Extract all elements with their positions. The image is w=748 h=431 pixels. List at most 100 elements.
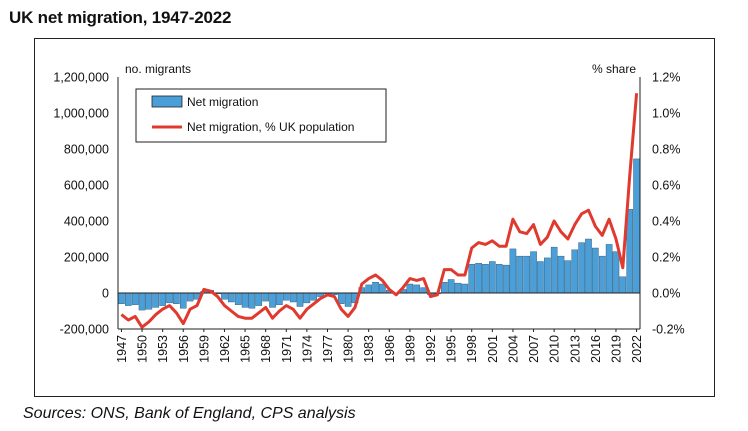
bar-1962 [221, 292, 228, 300]
bar-1998 [468, 264, 475, 294]
x-tick-label: 1977 [321, 335, 335, 363]
bar-1989 [406, 283, 414, 294]
bar-1950 [138, 292, 146, 311]
y-tick-label: -200,000 [60, 323, 109, 337]
bar-2013 [571, 249, 579, 294]
bar-series-net-migration [118, 158, 640, 311]
x-tick-label: 1950 [136, 335, 150, 363]
y-axis-left-ticks: 1,200,000 1,000,000 800,000 600,000 400,000 2… [53, 71, 109, 337]
bar-1952 [152, 292, 160, 308]
y2-tick-label: 1.0% [652, 107, 681, 121]
bar-1947 [118, 292, 125, 304]
x-tick-label: 1968 [259, 335, 273, 363]
bar-2018 [605, 244, 613, 294]
x-tick-label: 1959 [197, 335, 211, 363]
x-tick-label: 1986 [383, 335, 397, 363]
x-tick-label: 1962 [218, 335, 232, 363]
bar-1999 [475, 263, 482, 294]
x-tick-label: 1971 [280, 335, 294, 363]
bar-1990 [413, 284, 421, 294]
bar-2016 [592, 247, 599, 294]
bar-2002 [495, 264, 503, 294]
bar-2019 [612, 251, 620, 294]
x-tick-label: 1974 [300, 335, 314, 363]
bar-1996 [454, 282, 462, 294]
y-tick-label: 400,000 [64, 215, 109, 229]
bar-2004 [509, 248, 517, 294]
bar-1970 [276, 292, 283, 305]
bar-1964 [234, 292, 242, 305]
y-axis-label: no. migrants [125, 62, 191, 76]
bar-1971 [283, 292, 290, 301]
y2-tick-label: 0.8% [652, 143, 681, 157]
x-tick-label: 1956 [177, 335, 191, 363]
bar-1994 [440, 282, 448, 294]
bar-1995 [447, 279, 455, 294]
x-tick-label: 1953 [156, 335, 170, 363]
x-tick-label: 1965 [239, 335, 253, 363]
source-note: Sources: ONS, Bank of England, CPS analy… [23, 405, 356, 422]
y-tick-label: 1,200,000 [53, 71, 109, 85]
bar-2007 [530, 251, 537, 294]
bar-1972 [289, 292, 297, 303]
x-tick-label: 2019 [610, 335, 624, 363]
bar-1966 [248, 292, 256, 309]
chart-frame [34, 38, 715, 397]
x-tick-label: 2004 [506, 335, 520, 363]
y-axis-right-ticks: 1.2% 1.0% 0.8% 0.6% 0.4% 0.2% 0.0% -0.2% [652, 71, 685, 337]
bar-2009 [544, 257, 551, 294]
x-tick-label: 2022 [630, 335, 644, 363]
bar-2011 [557, 255, 565, 294]
x-tick-label: 2016 [589, 335, 603, 363]
x-tick-label: 1980 [342, 335, 356, 363]
x-tick-label: 2010 [548, 335, 562, 363]
y2-tick-label: 0.0% [652, 287, 681, 301]
legend-swatch-bar [151, 95, 183, 108]
bar-1969 [269, 292, 276, 308]
y-tick-label: 0 [102, 287, 109, 301]
x-tick-label: 1983 [362, 335, 376, 363]
bar-1973 [296, 292, 304, 307]
bar-1997 [461, 283, 469, 294]
legend-label-bar: Net migration [187, 95, 258, 109]
bar-1963 [228, 292, 235, 303]
bar-1975 [310, 292, 318, 301]
y-tick-label: 1,000,000 [53, 107, 109, 121]
x-tick-label: 1989 [403, 335, 417, 363]
x-tick-label: 1998 [465, 335, 479, 363]
y2-tick-label: -0.2% [652, 323, 685, 337]
bar-1968 [262, 292, 269, 302]
bar-1983 [365, 284, 372, 294]
bar-2022 [633, 158, 640, 294]
bar-1984 [372, 282, 379, 294]
x-tick-label: 1947 [115, 335, 129, 363]
bar-2017 [598, 255, 606, 294]
bar-2020 [619, 276, 627, 294]
bar-2008 [537, 261, 544, 294]
bar-1951 [145, 292, 153, 310]
x-tick-label: 1992 [424, 335, 438, 363]
bar-2010 [550, 246, 558, 294]
x-tick-label: 1995 [445, 335, 459, 363]
bar-1953 [159, 292, 166, 306]
x-tick-label: 2013 [568, 335, 582, 363]
y-tick-label: 600,000 [64, 179, 109, 193]
bar-1980 [344, 292, 352, 307]
legend-label-line: Net migration, % UK population [187, 120, 354, 134]
bar-2015 [585, 238, 592, 294]
bar-2012 [564, 260, 572, 294]
y-tick-label: 200,000 [64, 251, 109, 265]
bar-2006 [523, 255, 530, 294]
bar-1957 [186, 292, 194, 302]
bar-1949 [131, 292, 139, 305]
line-series-net-migration-pct [120, 93, 639, 329]
bar-1956 [179, 292, 187, 309]
bar-2003 [502, 264, 510, 294]
bar-2001 [489, 261, 496, 294]
y2-tick-label: 0.2% [652, 251, 681, 265]
y2-tick-label: 0.4% [652, 215, 681, 229]
bar-2000 [482, 264, 489, 294]
bar-1955 [173, 292, 180, 304]
legend: Net migration Net migration, % UK popula… [135, 88, 387, 143]
